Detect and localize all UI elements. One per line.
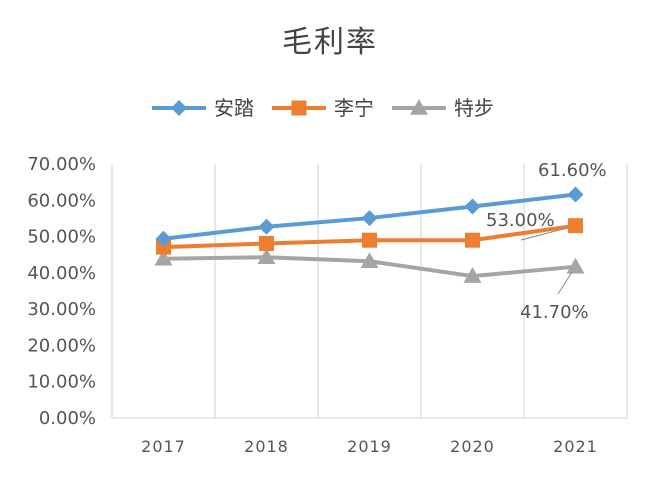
legend-label: 李宁 xyxy=(334,96,374,120)
chart-title: 毛利率 xyxy=(282,25,378,60)
legend: 安踏 李宁 特步 xyxy=(152,96,494,120)
data-point xyxy=(361,210,378,227)
annotation-leader-xtep xyxy=(557,271,573,295)
data-point xyxy=(362,232,377,248)
y-tick-label: 50.00% xyxy=(27,227,96,248)
series-2 xyxy=(154,248,585,283)
legend-label: 特步 xyxy=(454,96,494,120)
y-axis: 0.00% 10.00% 20.00% 30.00% 40.00% 50.00% 60.00… xyxy=(27,154,96,429)
data-point xyxy=(257,248,276,265)
y-tick-label: 0.00% xyxy=(39,408,96,429)
data-point xyxy=(154,249,173,266)
x-tick-label: 2020 xyxy=(450,437,495,456)
x-tick-label: 2017 xyxy=(141,437,186,456)
data-point xyxy=(566,257,585,274)
annotation-xtep-2021: 41.70% xyxy=(520,302,589,323)
data-point xyxy=(155,230,172,247)
data-point xyxy=(156,239,171,255)
y-tick-label: 60.00% xyxy=(27,190,96,211)
y-tick-label: 20.00% xyxy=(27,335,96,356)
data-point xyxy=(259,235,274,251)
data-point xyxy=(567,186,584,203)
y-tick-label: 70.00% xyxy=(27,154,96,175)
legend-marker xyxy=(410,99,428,115)
series-layer xyxy=(154,186,585,283)
annotations: 61.60% 53.00% 41.70% xyxy=(486,160,607,323)
data-point xyxy=(568,218,583,234)
data-point xyxy=(464,198,481,215)
annotation-leader-lining xyxy=(520,227,568,241)
data-point xyxy=(465,232,480,248)
data-point xyxy=(463,267,482,283)
legend-label: 安踏 xyxy=(214,96,254,120)
gridlines xyxy=(111,164,628,418)
annotation-lining-2021: 53.00% xyxy=(486,210,555,231)
annotation-anta-2021: 61.60% xyxy=(538,160,607,181)
x-tick-label: 2021 xyxy=(553,437,598,456)
legend-item: 特步 xyxy=(392,96,494,120)
legend-item: 李宁 xyxy=(272,96,374,120)
x-axis: 2017 2018 2019 2020 2021 xyxy=(141,437,598,456)
data-point xyxy=(258,218,275,235)
x-tick-label: 2019 xyxy=(347,437,392,456)
legend-item: 安踏 xyxy=(152,96,254,120)
legend-marker xyxy=(291,100,307,116)
y-tick-label: 10.00% xyxy=(27,372,96,393)
data-point xyxy=(360,252,379,268)
y-tick-label: 40.00% xyxy=(27,263,96,284)
series-1 xyxy=(156,218,583,255)
x-tick-label: 2018 xyxy=(244,437,289,456)
series-0 xyxy=(155,186,584,247)
y-tick-label: 30.00% xyxy=(27,299,96,320)
legend-marker xyxy=(171,100,187,116)
